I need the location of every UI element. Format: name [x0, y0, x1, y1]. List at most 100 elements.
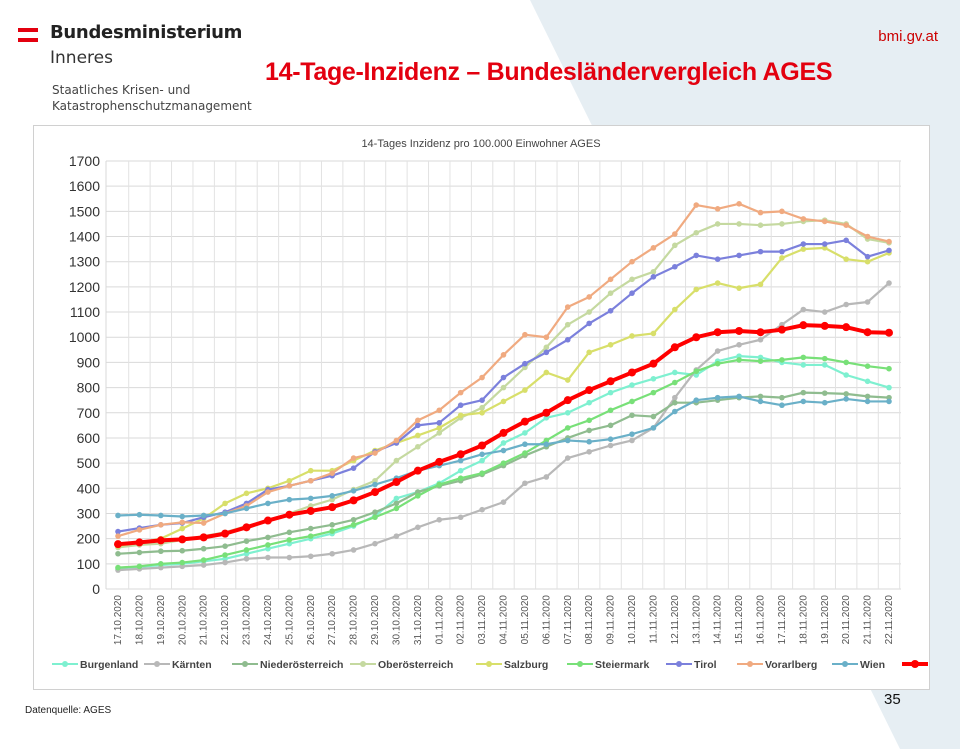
data-point: [136, 563, 143, 570]
series-österreich: [114, 321, 893, 549]
x-tick-label: 12.11.2020: [670, 595, 681, 645]
data-point: [158, 512, 164, 519]
data-point: [306, 506, 315, 515]
data-point: [585, 386, 594, 395]
data-point: [821, 218, 828, 225]
data-point: [586, 309, 592, 315]
data-point: [114, 540, 122, 549]
data-point: [736, 285, 742, 291]
data-point: [672, 242, 678, 249]
data-point: [372, 481, 378, 488]
data-point: [606, 377, 615, 386]
y-tick-label: 400: [77, 480, 101, 496]
data-point: [392, 478, 401, 486]
slide-title: 14-Tage-Inzidenz – Bundesländervergleich…: [265, 58, 833, 86]
data-point: [372, 509, 378, 516]
data-point: [415, 432, 421, 439]
data-point: [479, 457, 485, 464]
data-point: [693, 397, 700, 403]
legend-label: Burgenland: [80, 659, 138, 671]
site-link[interactable]: bmi.gv.at: [878, 28, 938, 45]
x-tick-label: 24.10.2020: [263, 595, 274, 645]
data-point: [672, 408, 678, 415]
chart-container: 14-Tages Inzidenz pro 100.000 Einwohner …: [33, 125, 960, 690]
data-point: [843, 222, 849, 228]
legend-label: Tirol: [694, 659, 717, 671]
data-point: [200, 545, 207, 552]
data-point: [436, 430, 443, 436]
data-point: [607, 341, 614, 348]
data-point: [757, 222, 764, 228]
data-point: [650, 413, 657, 420]
data-point: [629, 437, 635, 444]
data-point: [586, 427, 592, 434]
data-point: [243, 547, 250, 553]
data-point: [864, 378, 871, 385]
data-point: [457, 475, 464, 482]
x-tick-label: 09.11.2020: [606, 595, 617, 645]
data-point: [243, 538, 250, 544]
data-point: [629, 431, 635, 437]
data-point: [200, 512, 207, 519]
data-point: [243, 490, 250, 497]
data-point: [650, 330, 657, 337]
data-point: [757, 248, 764, 255]
data-point: [156, 536, 165, 545]
legend-marker: [360, 661, 366, 667]
x-tick-label: 13.11.2020: [691, 595, 702, 645]
data-point: [350, 455, 357, 461]
data-point: [222, 500, 228, 507]
data-point: [714, 206, 721, 212]
y-tick-label: 1000: [69, 329, 100, 345]
data-point: [372, 450, 378, 456]
austria-flag-logo: [18, 28, 38, 42]
data-point: [372, 540, 378, 547]
data-point: [413, 466, 422, 475]
data-point: [843, 359, 849, 366]
data-point: [457, 402, 464, 409]
data-point: [371, 488, 379, 497]
data-point: [863, 328, 872, 337]
data-point: [692, 333, 701, 342]
data-point: [286, 537, 293, 543]
data-point: [800, 389, 807, 396]
data-point: [435, 457, 444, 466]
data-point: [522, 441, 528, 448]
data-point: [179, 547, 186, 554]
data-point: [564, 409, 571, 416]
data-point: [821, 241, 828, 247]
legend-item: Oberösterreich: [350, 659, 453, 671]
data-point: [843, 237, 849, 244]
data-point: [178, 535, 187, 544]
x-tick-label: 18.10.2020: [134, 595, 145, 645]
data-point: [179, 525, 186, 532]
data-point: [393, 437, 400, 444]
data-point: [670, 343, 679, 352]
data-point: [779, 208, 785, 215]
y-tick-label: 300: [77, 505, 101, 521]
data-point: [586, 349, 592, 356]
data-point: [265, 542, 271, 548]
data-point: [886, 365, 892, 372]
data-point: [393, 457, 400, 464]
data-point: [329, 522, 335, 528]
data-point: [629, 290, 635, 296]
y-tick-label: 1300: [69, 254, 100, 270]
x-tick-label: 18.11.2020: [798, 595, 809, 645]
data-point: [479, 451, 485, 458]
data-point: [457, 457, 464, 464]
data-point: [543, 441, 550, 448]
data-point: [263, 516, 272, 525]
data-point: [479, 470, 485, 476]
data-point: [586, 448, 592, 455]
legend-item: Steiermark: [567, 659, 649, 671]
data-point: [672, 369, 678, 376]
legend-marker: [486, 661, 492, 667]
data-point: [286, 482, 293, 489]
x-tick-label: 21.11.2020: [863, 595, 874, 645]
data-point: [136, 549, 143, 556]
y-tick-label: 100: [77, 556, 101, 572]
data-point: [864, 363, 871, 369]
data-point: [222, 552, 228, 558]
data-point: [564, 425, 571, 431]
